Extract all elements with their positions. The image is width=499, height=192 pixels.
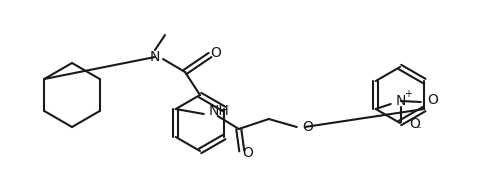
Text: N: N [150, 50, 160, 64]
Text: O: O [243, 146, 253, 160]
Text: +: + [404, 89, 412, 99]
Text: O: O [409, 117, 420, 131]
Text: N: N [396, 94, 406, 108]
Text: O: O [211, 46, 222, 60]
Text: O: O [302, 120, 313, 134]
Text: NH: NH [209, 104, 230, 118]
Text: ⁻: ⁻ [415, 125, 421, 135]
Text: O: O [427, 93, 438, 107]
